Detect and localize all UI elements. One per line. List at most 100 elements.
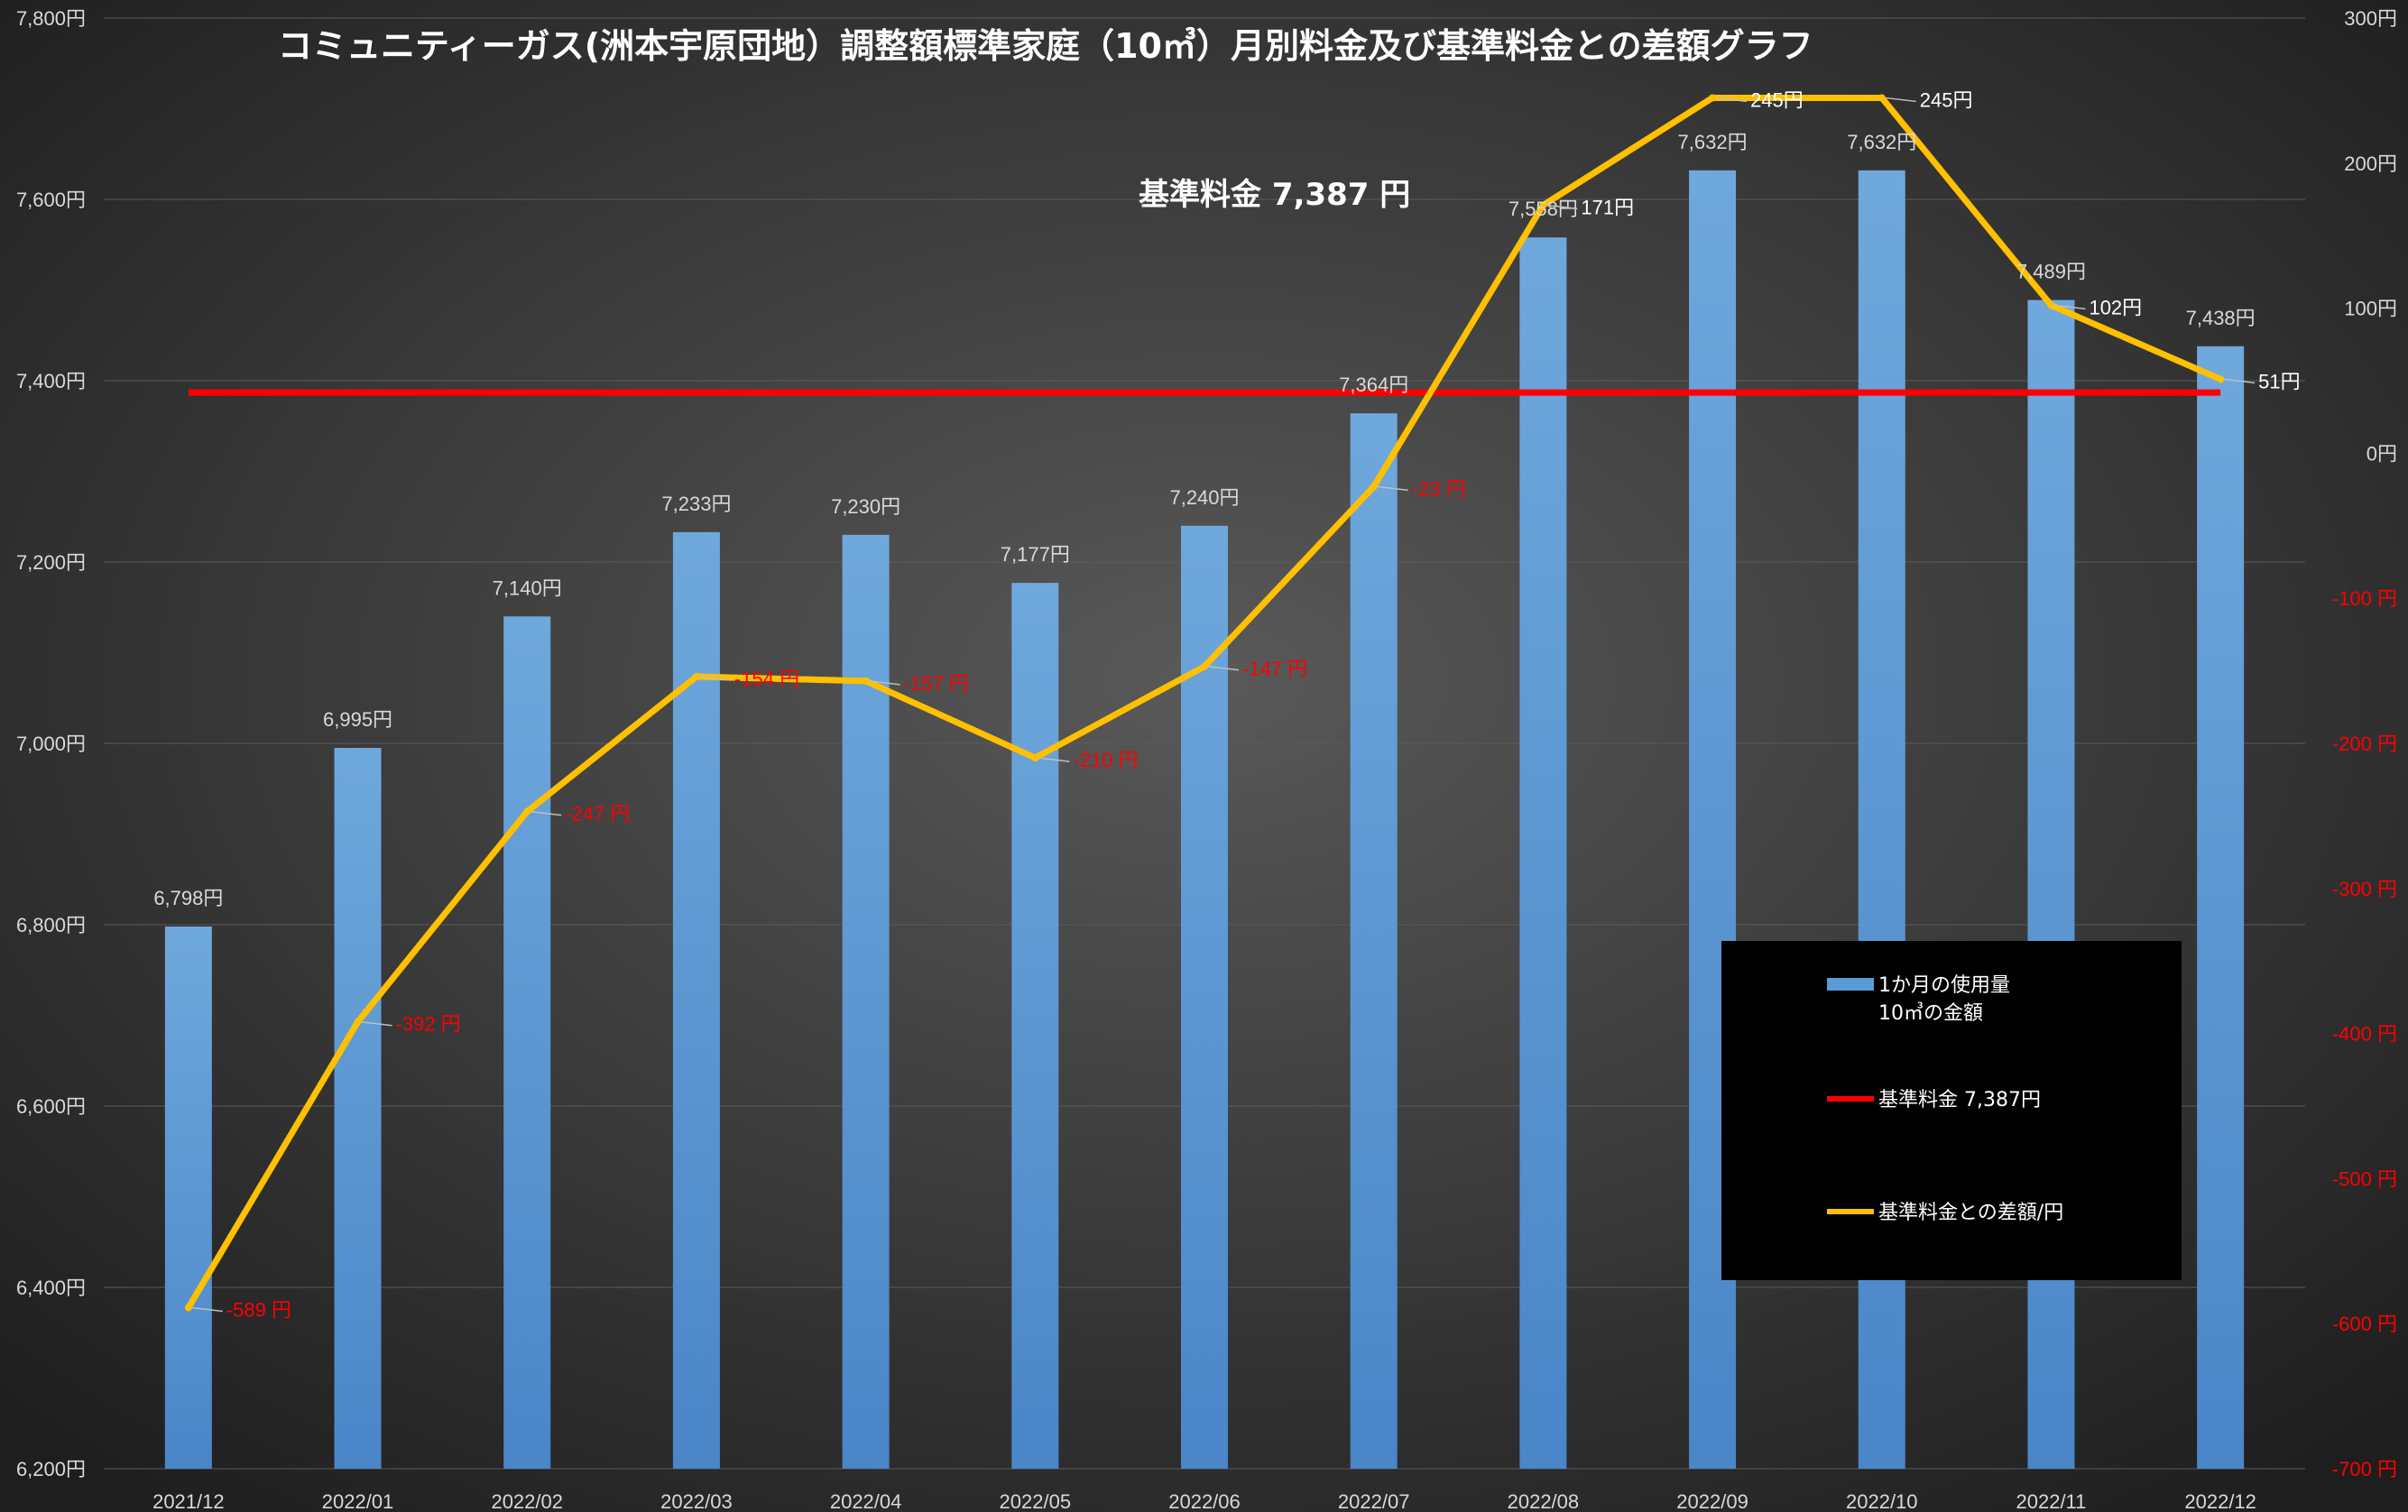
difference-point bbox=[1031, 754, 1039, 762]
difference-leader-line bbox=[361, 1020, 392, 1027]
difference-point bbox=[1709, 94, 1717, 102]
right-axis: -700 円 -600 円 -500 円 -400 円 -300 円 -200 円 -100… bbox=[2332, 7, 2397, 1480]
difference-point bbox=[2047, 301, 2055, 309]
bar bbox=[1011, 583, 1059, 1469]
x-axis-tick-label: 2021/12 bbox=[152, 1490, 225, 1512]
difference-leader-line bbox=[1038, 757, 1070, 762]
difference-point bbox=[1201, 662, 1208, 670]
bar-value-label: 6,995円 bbox=[323, 708, 392, 731]
x-axis-tick-label: 2022/02 bbox=[491, 1490, 563, 1512]
left-axis-tick-label: 6,800円 bbox=[16, 914, 86, 936]
difference-point bbox=[1370, 483, 1378, 491]
difference-point bbox=[184, 1304, 192, 1312]
x-axis-tick-label: 2022/12 bbox=[2184, 1490, 2256, 1512]
bar-value-label: 7,140円 bbox=[493, 576, 562, 599]
bar bbox=[672, 531, 720, 1470]
x-axis-tick-label: 2022/09 bbox=[1676, 1490, 1748, 1512]
right-axis-tick-label: 0円 bbox=[2366, 442, 2397, 465]
bar-value-label: 7,632円 bbox=[1678, 131, 1748, 153]
difference-value-label: -147 円 bbox=[1242, 658, 1307, 680]
legend-box bbox=[1721, 941, 2182, 1280]
right-axis-tick-label: -300 円 bbox=[2332, 878, 2397, 900]
right-axis-tick-label: -100 円 bbox=[2332, 587, 2397, 610]
x-axis-tick-label: 2022/01 bbox=[322, 1490, 394, 1512]
x-axis-tick-label: 2022/06 bbox=[1168, 1490, 1241, 1512]
x-axis-tick-label: 2022/05 bbox=[1000, 1490, 1072, 1512]
difference-leader-line bbox=[1377, 485, 1408, 492]
bar bbox=[1350, 413, 1398, 1470]
difference-point bbox=[2217, 375, 2225, 383]
difference-leader-line bbox=[530, 810, 562, 816]
right-axis-tick-label: -500 円 bbox=[2332, 1167, 2397, 1190]
difference-value-label: 245円 bbox=[1750, 88, 1804, 111]
chart-title: コミュニティーガス(洲本宇原団地）調整額標準家庭（10㎥）月別料金及び基準料金と… bbox=[278, 26, 1813, 66]
left-axis-tick-label: 7,800円 bbox=[16, 7, 86, 30]
legend-bar-label-1: 1か月の使用量 bbox=[1878, 974, 2010, 997]
right-axis-tick-label: -600 円 bbox=[2332, 1313, 2397, 1335]
difference-value-label: 51円 bbox=[2258, 370, 2300, 392]
right-axis-tick-label: -400 円 bbox=[2332, 1023, 2397, 1046]
legend-standard-label: 基準料金 7,387円 bbox=[1878, 1089, 2041, 1111]
x-axis-tick-label: 2022/03 bbox=[660, 1490, 733, 1512]
bar-value-label: 7,240円 bbox=[1169, 486, 1239, 509]
bar bbox=[334, 748, 382, 1469]
difference-value-label: 102円 bbox=[2089, 296, 2142, 318]
difference-point bbox=[523, 807, 531, 816]
difference-value-label: 171円 bbox=[1581, 196, 1634, 218]
difference-leader-line bbox=[869, 680, 900, 686]
x-axis-tick-label: 2022/07 bbox=[1338, 1490, 1410, 1512]
difference-point bbox=[862, 677, 870, 685]
bar-value-label: 7,438円 bbox=[2186, 307, 2256, 329]
right-axis-tick-label: 300円 bbox=[2344, 7, 2397, 30]
bar bbox=[2197, 346, 2245, 1469]
difference-leader-line bbox=[191, 1306, 223, 1313]
left-axis-tick-label: 6,600円 bbox=[16, 1095, 86, 1118]
difference-value-label: -23 円 bbox=[1412, 477, 1466, 500]
left-axis-tick-label: 7,600円 bbox=[16, 189, 86, 211]
difference-leader-line bbox=[699, 676, 732, 681]
difference-leader-line bbox=[2054, 304, 2086, 310]
right-axis-tick-label: -700 円 bbox=[2332, 1458, 2397, 1480]
difference-value-label: -210 円 bbox=[1073, 749, 1138, 771]
left-axis: 6,200円 6,400円 6,600円 6,800円 7,000円 7,200円 7,40… bbox=[16, 7, 86, 1480]
difference-leader-line bbox=[2224, 378, 2256, 384]
bar-value-label: 7,632円 bbox=[1847, 131, 1916, 153]
difference-value-label: -154 円 bbox=[734, 668, 799, 690]
x-axis-tick-label: 2022/11 bbox=[2016, 1490, 2087, 1512]
bar bbox=[1181, 525, 1228, 1469]
bar-value-label: 7,177円 bbox=[1001, 543, 1070, 566]
x-axis-tick-label: 2022/04 bbox=[830, 1490, 902, 1512]
bar bbox=[842, 534, 890, 1469]
difference-value-label: -157 円 bbox=[904, 672, 969, 695]
bar bbox=[503, 616, 551, 1469]
difference-leader-line bbox=[1546, 204, 1578, 210]
difference-leader-line bbox=[1715, 97, 1748, 103]
difference-leader-line bbox=[1207, 666, 1240, 671]
difference-point bbox=[1878, 94, 1886, 102]
difference-line bbox=[184, 94, 2225, 1312]
bar-value-label: 7,230円 bbox=[831, 495, 900, 518]
x-axis-tick-label: 2022/10 bbox=[1846, 1490, 1918, 1512]
right-axis-tick-label: 200円 bbox=[2344, 152, 2397, 175]
bar-value-label: 7,364円 bbox=[1339, 373, 1408, 396]
left-axis-tick-label: 7,000円 bbox=[16, 733, 86, 755]
bar bbox=[1519, 237, 1567, 1470]
bar bbox=[2027, 300, 2075, 1470]
left-axis-tick-label: 6,200円 bbox=[16, 1458, 86, 1480]
difference-leader-line bbox=[1885, 97, 1916, 103]
right-axis-tick-label: 100円 bbox=[2344, 298, 2397, 320]
difference-point bbox=[354, 1018, 362, 1026]
x-axis-tick-label: 2022/08 bbox=[1508, 1490, 1580, 1512]
bar-labels: 6,798円 6,995円 7,140円 7,233円 7,230円 7,177円 7,24… bbox=[153, 131, 2255, 909]
legend-diff-label: 基準料金との差額/円 bbox=[1878, 1202, 2063, 1224]
left-axis-tick-label: 6,400円 bbox=[16, 1277, 86, 1299]
difference-value-label: -392 円 bbox=[396, 1013, 461, 1036]
bar-value-label: 7,489円 bbox=[2016, 261, 2086, 283]
difference-labels: -589 円 -392 円 -247 円 -154 円 -157 円 -210 円 -147… bbox=[191, 88, 2301, 1322]
bar-value-label: 7,233円 bbox=[661, 493, 731, 515]
bar-value-label: 7,558円 bbox=[1508, 198, 1578, 220]
difference-value-label: -589 円 bbox=[226, 1299, 291, 1322]
difference-value-label: -247 円 bbox=[565, 803, 630, 825]
left-axis-tick-label: 7,200円 bbox=[16, 551, 86, 574]
standard-price-note: 基準料金 7,387 円 bbox=[1139, 177, 1410, 213]
